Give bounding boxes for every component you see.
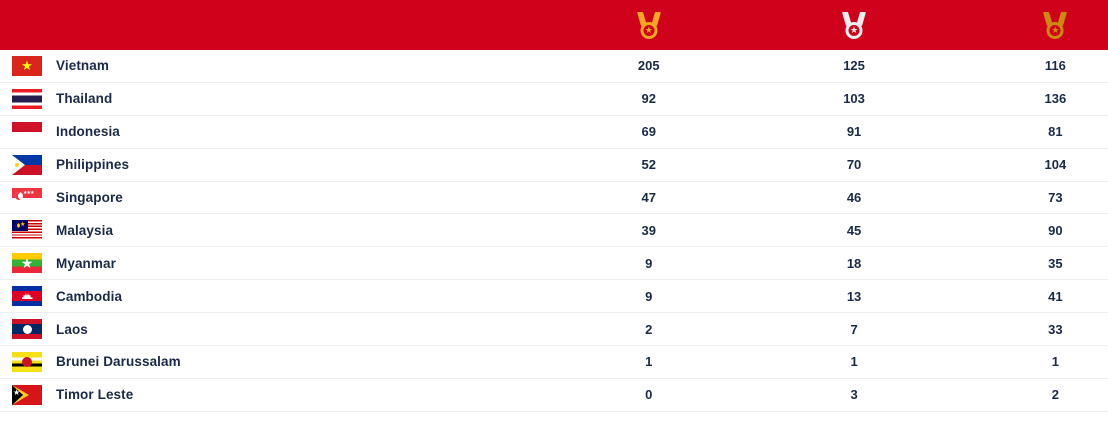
cell-gold-count: 47 [641, 190, 656, 205]
country-name: Timor Leste [56, 387, 134, 403]
cell-bronze-count: 136 [1044, 91, 1067, 107]
cell-silver-count: 91 [846, 124, 862, 140]
cell-bronze-count: 33 [1048, 321, 1063, 337]
table-row[interactable]: ★ Myanmar 9 18 35 [0, 247, 1108, 281]
flag-cambodia-icon [12, 286, 42, 307]
table-row[interactable]: Indonesia 69 91 81 [0, 116, 1108, 149]
cell-silver-count: 70 [846, 157, 862, 173]
cell-silver-count: 7 [850, 321, 858, 337]
gold-medal-icon: ★ [636, 11, 661, 39]
table-row[interactable]: Thailand 92 103 136 [0, 83, 1108, 116]
header-cell-gold[interactable]: ★ [596, 0, 701, 50]
cell-silver-count: 103 [843, 91, 865, 107]
cell-silver-count: 45 [846, 222, 862, 238]
cell-country: ★★★ Singapore [0, 187, 596, 208]
country-name: Myanmar [56, 255, 116, 271]
cell-country: Laos [0, 319, 596, 340]
table-row[interactable]: ★ Timor Leste 0 3 2 [0, 379, 1108, 412]
cell-bronze-count: 41 [1048, 288, 1063, 304]
cell-gold-count: 9 [645, 255, 653, 271]
table-row[interactable]: ★ Malaysia 39 45 90 [0, 214, 1108, 248]
cell-gold-count: 69 [641, 124, 656, 140]
cell-bronze-count: 116 [1044, 58, 1066, 74]
cell-bronze-count: 81 [1048, 124, 1063, 140]
country-name: Thailand [56, 91, 113, 107]
cell-bronze-count: 35 [1048, 255, 1063, 271]
flag-timor-icon: ★ [12, 384, 42, 405]
table-row[interactable]: ★★★ Singapore 47 46 73 [0, 182, 1108, 215]
cell-gold-count: 0 [645, 387, 653, 403]
bronze-medal-icon: ★ [1043, 11, 1068, 39]
flag-indonesia-icon [12, 121, 42, 142]
table-header-row: ★ ★ ★ [0, 0, 1108, 50]
table-row[interactable]: Cambodia 9 13 41 [0, 280, 1108, 314]
flag-brunei-icon [12, 351, 42, 372]
cell-gold-count: 205 [637, 58, 660, 74]
cell-bronze-count: 73 [1048, 190, 1063, 205]
cell-gold-count: 1 [645, 354, 653, 370]
cell-silver-count: 3 [850, 387, 858, 403]
cell-country: Brunei Darussalam [0, 351, 596, 372]
cell-country: ★ Vietnam [0, 55, 596, 76]
header-cell-bronze[interactable]: ★ [1003, 0, 1108, 50]
cell-gold-count: 39 [641, 222, 656, 238]
cell-gold-count: 2 [645, 321, 653, 337]
cell-country: Thailand [0, 88, 596, 109]
cell-silver-count: 46 [846, 190, 862, 205]
cell-country: ★ Malaysia [0, 220, 596, 241]
header-cell-silver[interactable]: ★ [801, 0, 906, 50]
cell-country: Philippines [0, 154, 596, 175]
cell-bronze-count: 2 [1051, 387, 1059, 403]
cell-gold-count: 52 [641, 157, 656, 173]
table-bottom-whitespace [0, 411, 1108, 444]
cell-country: Cambodia [0, 286, 596, 307]
country-name: Cambodia [56, 288, 123, 304]
silver-medal-icon: ★ [842, 11, 867, 39]
cell-silver-count: 125 [843, 58, 865, 74]
country-name: Laos [56, 321, 88, 337]
table-row[interactable]: Philippines 52 70 104 [0, 149, 1108, 182]
cell-country: ★ Myanmar [0, 253, 596, 274]
country-name: Philippines [56, 157, 130, 173]
flag-vietnam-icon: ★ [12, 55, 42, 76]
table-row[interactable]: Laos 2 7 33 [0, 313, 1108, 347]
table-row[interactable]: Brunei Darussalam 1 1 1 [0, 346, 1108, 379]
cell-silver-count: 18 [846, 255, 862, 271]
cell-country: Indonesia [0, 121, 596, 142]
flag-thailand-icon [12, 88, 42, 109]
header-gap-2 [907, 0, 1003, 50]
header-cell-country [0, 0, 596, 50]
cell-bronze-count: 104 [1044, 157, 1067, 173]
table-body: ★ Vietnam 205 125 116 Thailand 92 103 136 Indones… [0, 50, 1108, 412]
cell-bronze-count: 90 [1048, 222, 1063, 238]
cell-silver-count: 13 [846, 288, 862, 304]
country-name: Vietnam [56, 58, 109, 74]
cell-gold-count: 9 [645, 288, 653, 304]
country-name: Indonesia [56, 124, 120, 140]
header-gap-1 [701, 0, 801, 50]
flag-myanmar-icon: ★ [12, 253, 42, 274]
country-name: Malaysia [56, 222, 114, 238]
cell-bronze-count: 1 [1051, 354, 1059, 370]
cell-gold-count: 92 [641, 91, 656, 107]
cell-silver-count: 1 [850, 354, 858, 370]
flag-laos-icon [12, 319, 42, 340]
flag-malaysia-icon: ★ [12, 220, 42, 241]
flag-singapore-icon: ★★★ [12, 187, 42, 208]
country-name: Singapore [56, 190, 123, 205]
flag-philippines-icon [12, 154, 42, 175]
table-row[interactable]: ★ Vietnam 205 125 116 [0, 50, 1108, 83]
cell-country: ★ Timor Leste [0, 384, 596, 405]
country-name: Brunei Darussalam [56, 354, 181, 370]
